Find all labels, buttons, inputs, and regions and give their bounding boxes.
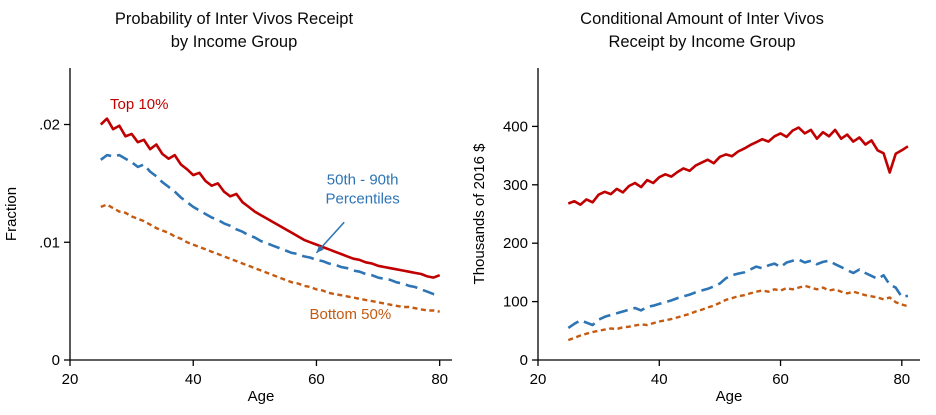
chart-title-line2: Receipt by Income Group (608, 32, 796, 51)
plot-area: 20 40 60 80 0 .01 .02 Top 10% 50th - 90th Percent… (39, 67, 452, 388)
chart-panel-amount: Conditional Amount of Inter Vivos Receip… (468, 0, 936, 415)
y-tick-label: 100 (503, 293, 528, 310)
annotation-arrowhead (316, 244, 324, 253)
y-tick-label: .02 (39, 116, 60, 133)
chart-title-line2: by Income Group (170, 32, 298, 51)
series-label-bottom-50: Bottom 50% (309, 305, 391, 322)
chart-title: Conditional Amount of Inter Vivos Receip… (580, 8, 824, 54)
amount-chart: Thousands of 2016 $ Age 20 40 60 80 0 100 200 3… (471, 67, 920, 405)
series-line-bottom-50 (100, 202, 440, 313)
x-axis-label: Age (248, 388, 275, 405)
x-tick-label: 40 (651, 371, 668, 388)
series-line-50th-90th-percentiles (567, 257, 909, 329)
y-tick-label: 300 (503, 176, 528, 193)
chart-title: Probability of Inter Vivos Receipt by In… (115, 8, 353, 54)
x-tick-label: 60 (308, 371, 325, 388)
chart-panel-probability: Probability of Inter Vivos Receipt by In… (3, 8, 452, 405)
x-tick-label: 20 (530, 371, 547, 388)
y-tick-label: 200 (503, 235, 528, 252)
series-line-top-10 (567, 125, 909, 206)
y-axis-label: Fraction (3, 186, 20, 240)
y-tick-label: 400 (503, 118, 528, 135)
probability-chart: Fraction Age 20 40 60 80 0 .01 .02 Top 10% 50th … (3, 67, 452, 405)
series-label-50th-90th-percentiles: Percentiles (326, 190, 400, 207)
plot-area: 20 40 60 80 0 100 200 300 400 (503, 67, 920, 388)
y-tick-label: 0 (520, 352, 528, 369)
x-tick-label: 80 (431, 371, 448, 388)
chart-title-line1: Probability of Inter Vivos Receipt (114, 10, 354, 28)
series-line-top-10 (99, 116, 441, 279)
series-label-50th-90th-percentiles: 50th - 90th (327, 171, 399, 188)
x-tick-label: 20 (62, 371, 79, 388)
chart-title-line1: Conditional Amount of Inter Vivos (580, 10, 824, 28)
x-tick-label: 40 (185, 371, 202, 388)
x-tick-label: 80 (893, 371, 910, 388)
series-label-top-10: Top 10% (110, 96, 168, 113)
x-tick-label: 60 (772, 371, 789, 388)
series-line-50th-90th-percentiles (100, 153, 440, 297)
x-axis-label: Age (716, 388, 743, 405)
y-axis-label: Thousands of 2016 $ (471, 142, 488, 284)
y-tick-label: .01 (39, 234, 60, 251)
y-tick-label: 0 (52, 352, 60, 369)
